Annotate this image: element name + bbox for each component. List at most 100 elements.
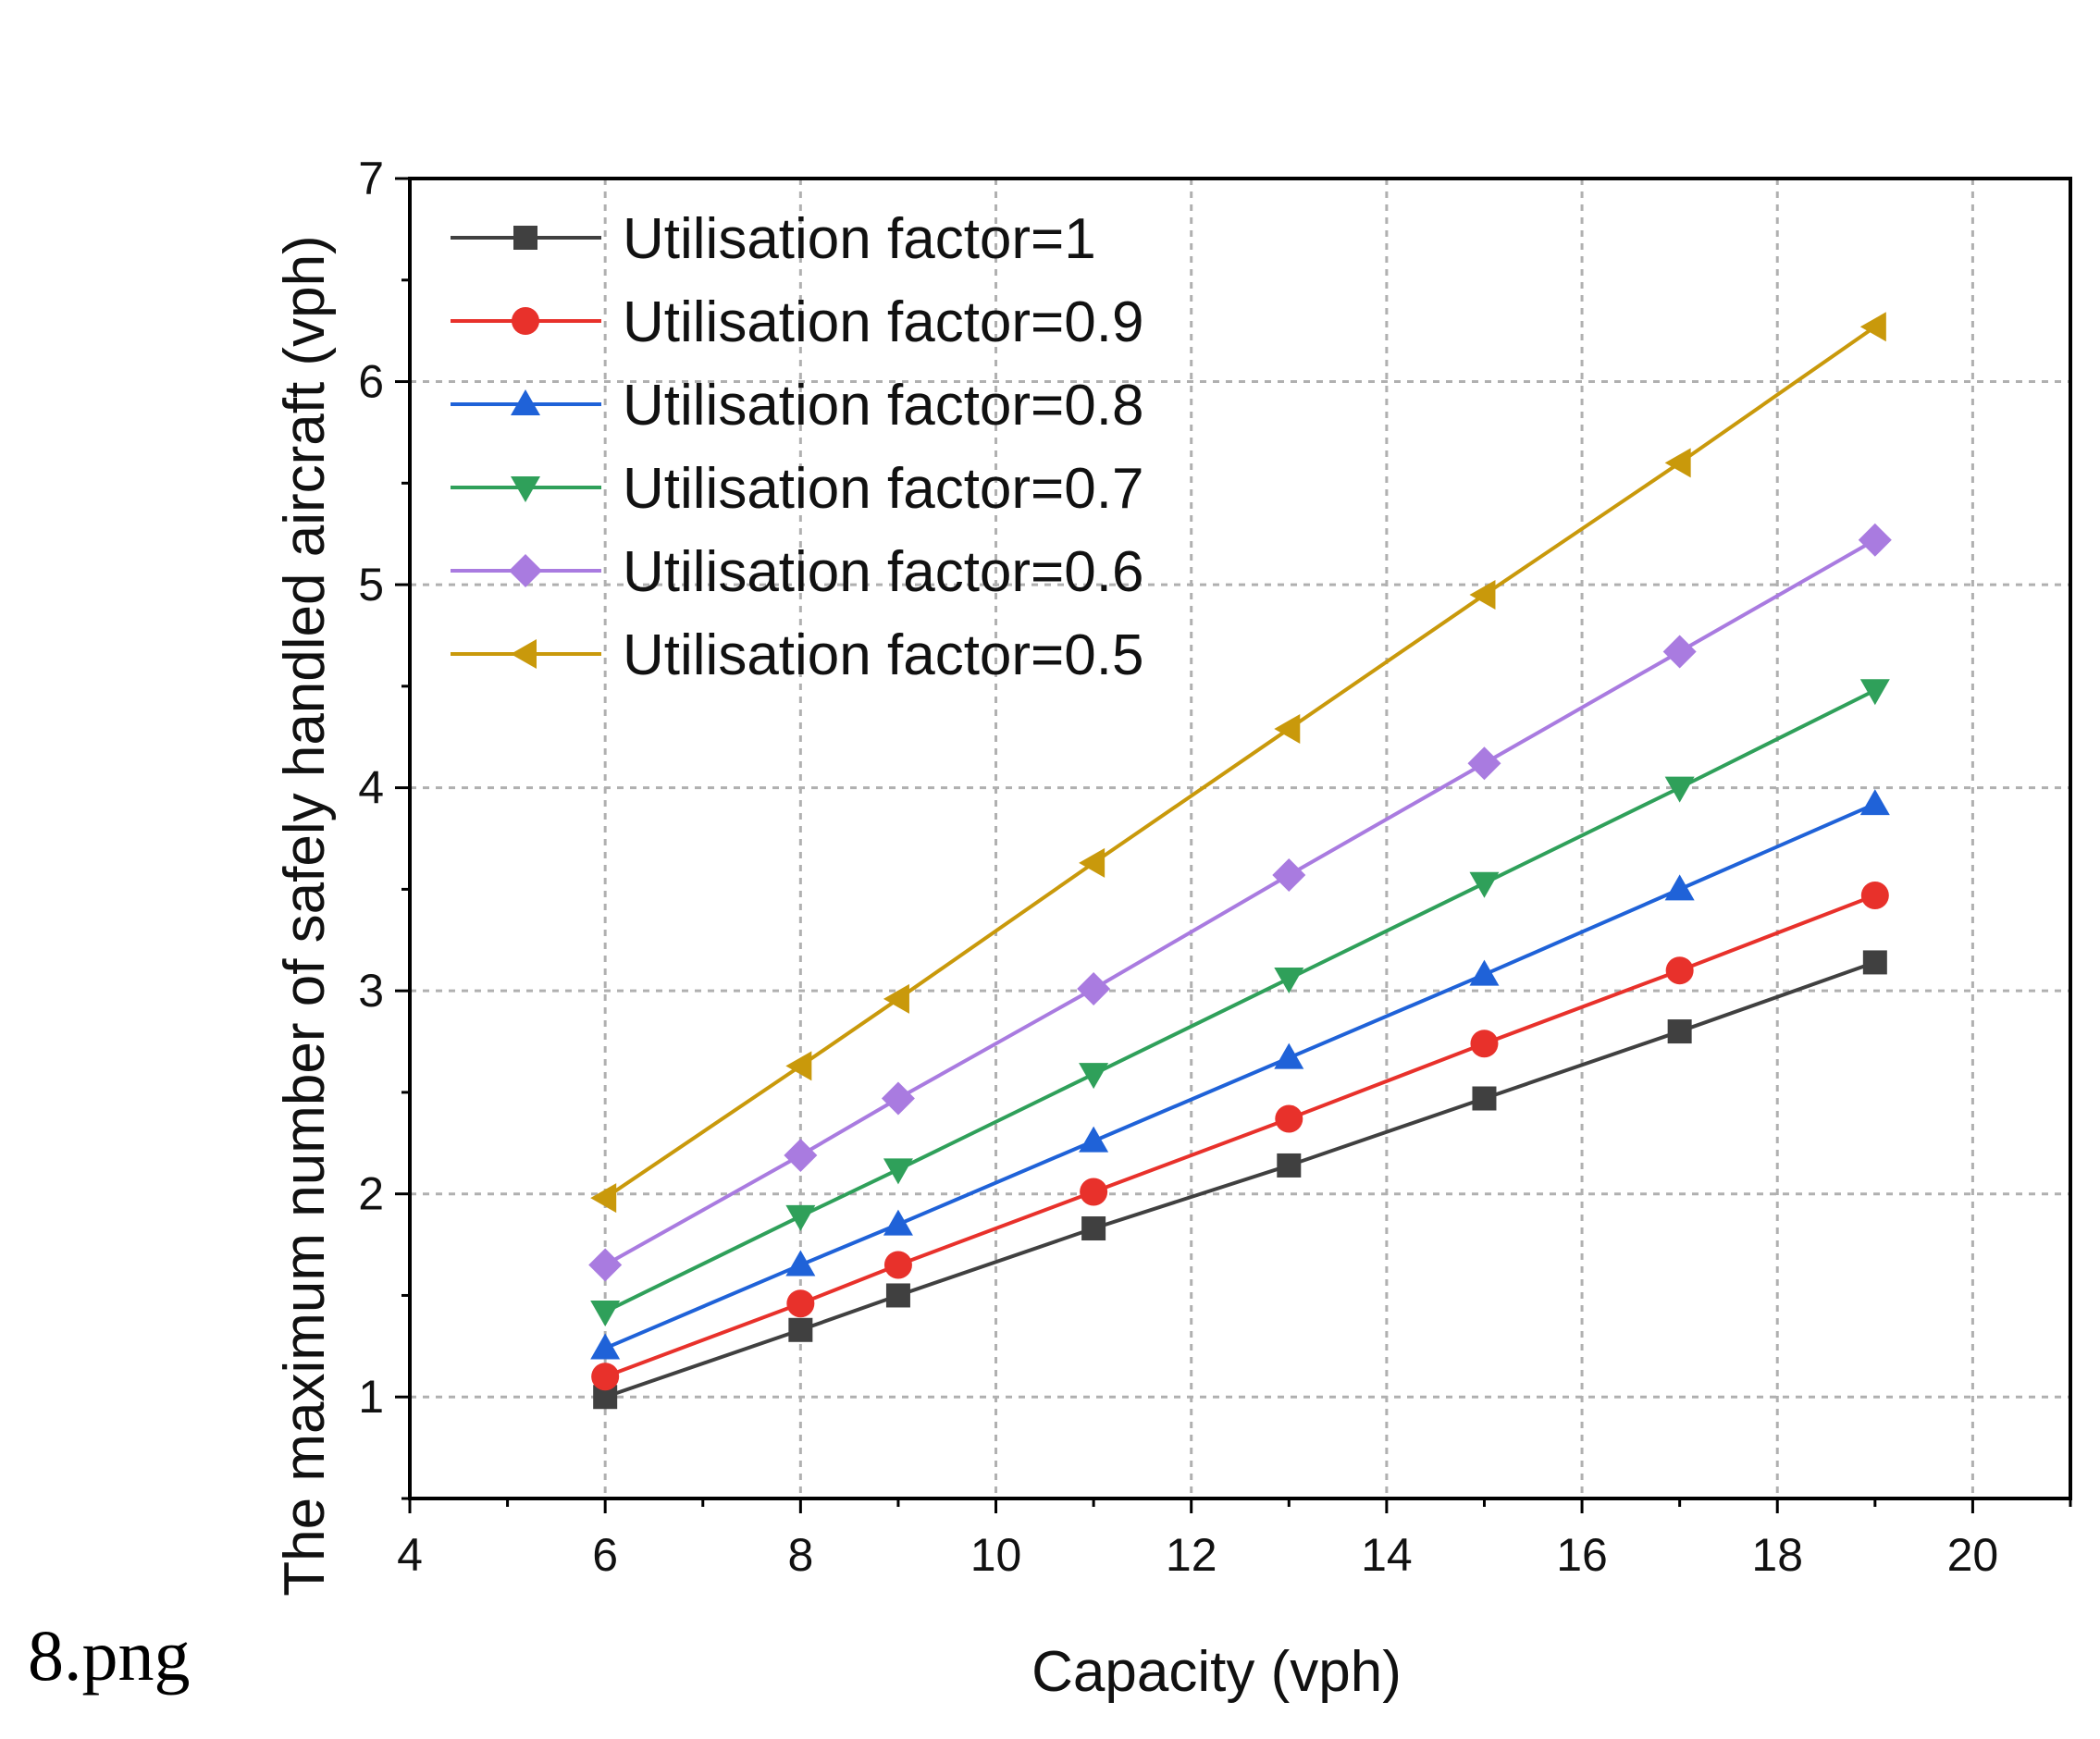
- data-point: [1469, 871, 1500, 898]
- data-point: [1079, 1126, 1109, 1153]
- data-point: [1079, 1063, 1109, 1090]
- series-3: [590, 789, 1890, 1360]
- plot-frame: [408, 177, 2072, 1500]
- x-tick-label: 20: [1947, 1529, 1999, 1581]
- data-point: [881, 1081, 915, 1116]
- data-point: [883, 1209, 913, 1236]
- data-point: [883, 1251, 912, 1279]
- legend-label: Utilisation factor=0.7: [623, 457, 1143, 521]
- x-tick-label: 18: [1751, 1529, 1803, 1581]
- legend-entry: Utilisation factor=0.6: [451, 540, 1143, 604]
- data-point: [1664, 874, 1695, 901]
- series-layer: [588, 312, 1892, 1410]
- x-tick-label: 14: [1361, 1529, 1413, 1581]
- x-tick-label: 16: [1556, 1529, 1608, 1581]
- legend-marker: [512, 307, 539, 335]
- data-point: [1081, 1216, 1106, 1241]
- data-point: [1667, 1019, 1692, 1044]
- legend-label: Utilisation factor=0.9: [623, 290, 1143, 354]
- legend-marker: [509, 554, 542, 587]
- data-point: [590, 1301, 621, 1327]
- series-line: [604, 960, 1876, 1400]
- legend-label: Utilisation factor=1: [623, 207, 1096, 271]
- data-point: [885, 1283, 910, 1308]
- series-2: [591, 881, 1889, 1391]
- series-line: [604, 688, 1876, 1314]
- data-point: [784, 1138, 818, 1172]
- data-point: [1859, 789, 1890, 816]
- series-6: [590, 312, 1886, 1214]
- data-point: [1664, 776, 1695, 803]
- y-axis-title: The maximum number of safely handled air…: [273, 235, 337, 1596]
- data-point: [1467, 746, 1501, 781]
- data-point: [785, 1051, 812, 1081]
- data-point: [1662, 635, 1697, 669]
- series-4: [590, 679, 1890, 1327]
- data-point: [1077, 971, 1111, 1005]
- legend-marker: [511, 639, 537, 669]
- data-point: [1469, 580, 1496, 610]
- data-point: [883, 1158, 913, 1185]
- x-tick-label: 6: [592, 1529, 618, 1581]
- legend-entry: Utilisation factor=0.7: [451, 457, 1143, 521]
- data-point: [1080, 1178, 1108, 1206]
- legend: Utilisation factor=1 Utilisation factor=0…: [451, 207, 1143, 687]
- data-point: [591, 1363, 620, 1391]
- series-1: [593, 950, 1887, 1410]
- data-point: [883, 983, 909, 1014]
- legend-entry: Utilisation factor=0.9: [451, 290, 1143, 354]
- data-point: [1860, 881, 1889, 909]
- series-line: [604, 538, 1876, 1267]
- x-tick-label: 8: [787, 1529, 813, 1581]
- legend-marker: [511, 389, 540, 415]
- image-caption: 8.png: [28, 1615, 191, 1696]
- data-point: [1859, 679, 1890, 706]
- data-point: [785, 1250, 816, 1276]
- x-tick-label: 12: [1166, 1529, 1217, 1581]
- data-point: [1470, 1030, 1499, 1058]
- data-point: [590, 1183, 617, 1214]
- data-point: [1274, 1042, 1304, 1069]
- legend-entry: Utilisation factor=0.8: [451, 374, 1143, 438]
- series-line: [604, 325, 1876, 1200]
- data-point: [1862, 950, 1887, 975]
- data-point: [1664, 448, 1691, 478]
- data-point: [785, 1204, 816, 1231]
- y-tick-label: 5: [358, 559, 384, 610]
- data-point: [1665, 956, 1694, 985]
- data-point: [588, 1248, 623, 1282]
- legend-entry: Utilisation factor=0.5: [451, 623, 1143, 687]
- data-point: [1472, 1086, 1497, 1111]
- y-tick-label: 6: [358, 356, 384, 408]
- legend-marker: [511, 476, 540, 502]
- legend-entry: Utilisation factor=1: [451, 207, 1096, 271]
- data-point: [1277, 1153, 1302, 1178]
- series-line: [604, 894, 1876, 1379]
- y-tick-label: 1: [358, 1371, 384, 1423]
- y-tick-label: 4: [358, 762, 384, 814]
- axes: [395, 177, 2072, 1513]
- legend-marker: [513, 226, 537, 250]
- x-tick-label: 10: [970, 1529, 1022, 1581]
- data-point: [1274, 713, 1301, 744]
- legend-label: Utilisation factor=0.5: [623, 623, 1143, 687]
- grid-lines: [410, 179, 2070, 1498]
- data-point: [786, 1289, 815, 1318]
- data-point: [1079, 847, 1106, 878]
- legend-label: Utilisation factor=0.6: [623, 540, 1143, 604]
- data-point: [590, 1333, 621, 1360]
- data-point: [1859, 312, 1886, 342]
- data-point: [1274, 967, 1304, 993]
- x-axis-title: Capacity (vph): [1031, 1640, 1402, 1704]
- series-line: [604, 802, 1876, 1350]
- data-point: [1272, 858, 1306, 893]
- data-point: [1275, 1104, 1303, 1133]
- data-point: [1469, 959, 1500, 986]
- series-5: [588, 523, 1892, 1282]
- data-point: [788, 1317, 813, 1342]
- data-point: [1858, 523, 1892, 557]
- legend-label: Utilisation factor=0.8: [623, 374, 1143, 438]
- x-tick-label: 4: [397, 1529, 423, 1581]
